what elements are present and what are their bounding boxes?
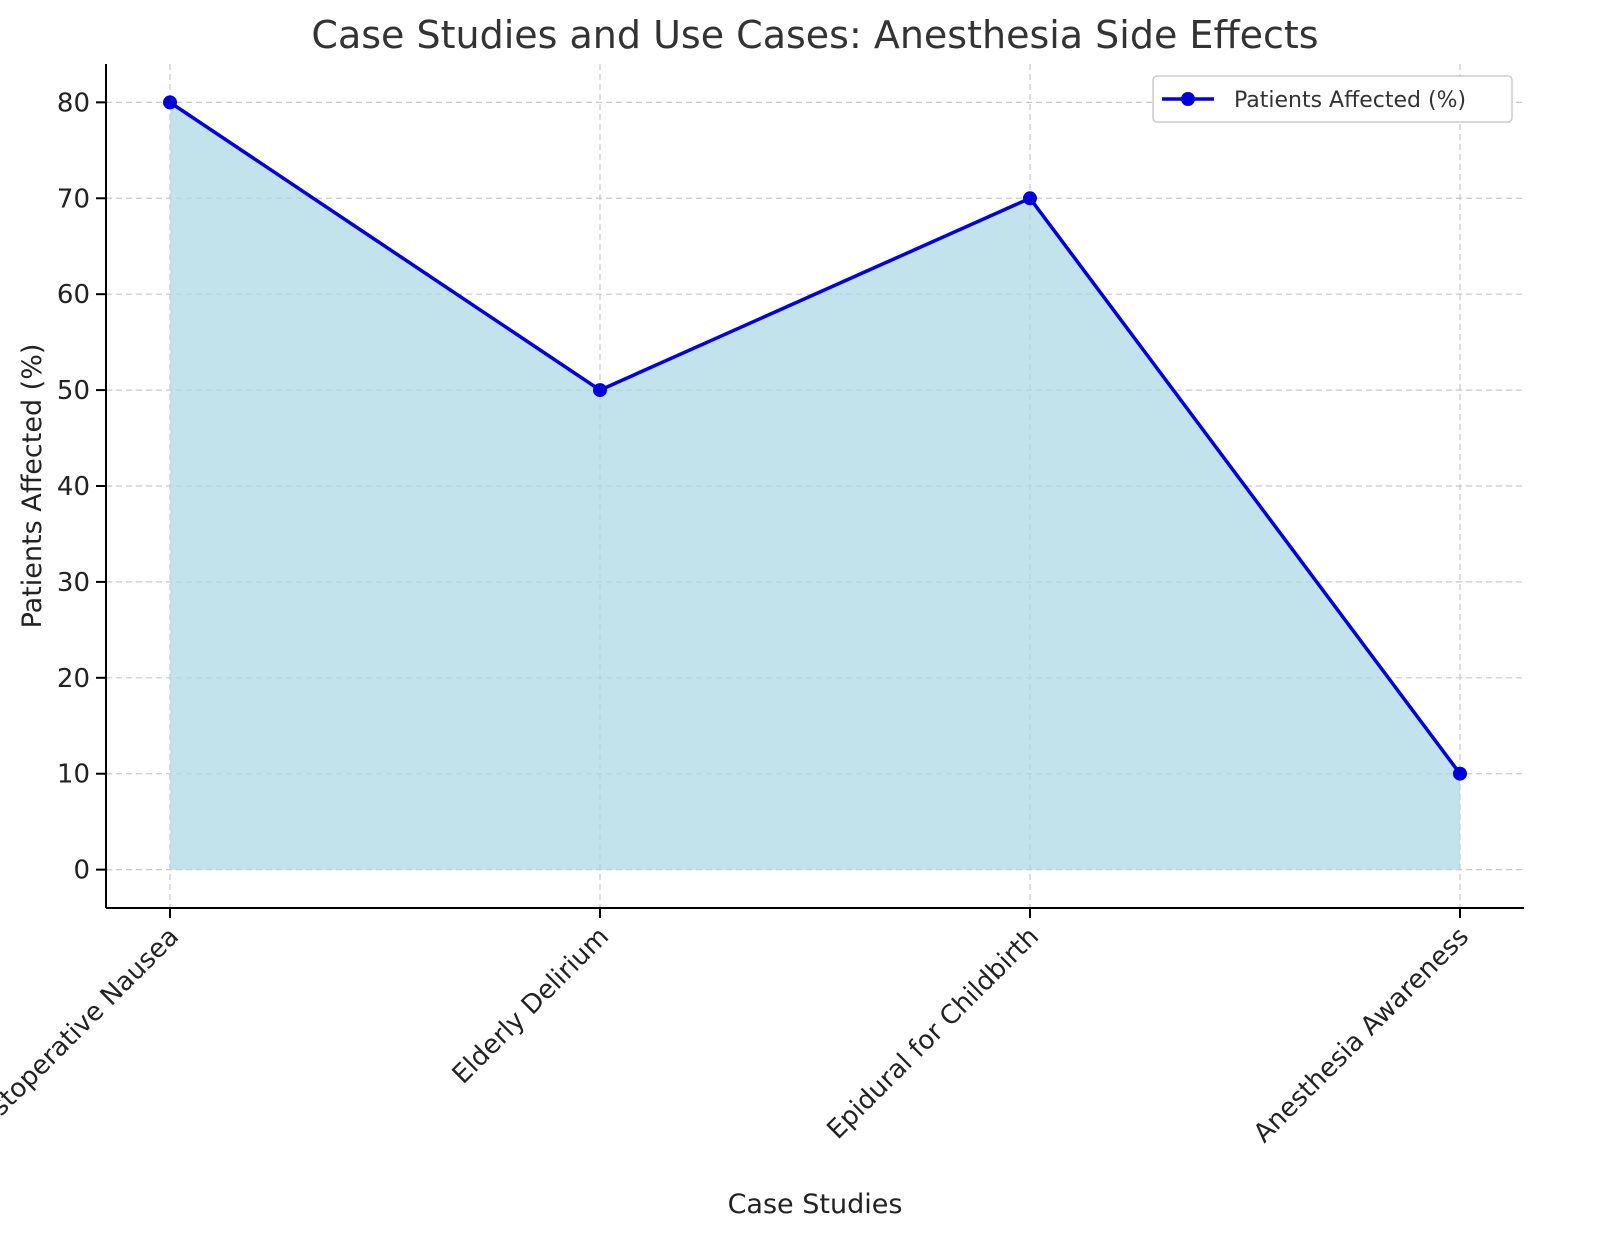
y-tick-label: 10	[57, 760, 90, 790]
y-tick-label: 80	[57, 88, 90, 118]
x-tick-label: Epidural for Childbirth	[822, 922, 1045, 1145]
y-tick-label: 60	[57, 280, 90, 310]
y-tick-label: 50	[57, 376, 90, 406]
area-layer	[170, 102, 1460, 870]
y-tick-label: 0	[73, 856, 90, 886]
x-tick-label: Elderly Delirium	[447, 922, 615, 1090]
legend-label: Patients Affected (%)	[1234, 88, 1466, 113]
legend: Patients Affected (%)	[1152, 75, 1513, 123]
y-tick-label: 30	[57, 568, 90, 598]
series-line	[169, 100, 1462, 775]
series-layer	[163, 95, 1467, 781]
x-tick-label: Anesthesia Awareness	[1248, 922, 1475, 1149]
chart-title: Case Studies and Use Cases: Anesthesia S…	[311, 13, 1318, 57]
data-point	[593, 383, 607, 398]
data-point	[163, 95, 177, 110]
series-area-fill	[170, 102, 1460, 870]
x-tick-label: Postoperative Nausea	[0, 922, 185, 1144]
y-axis-label: Patients Affected (%)	[17, 344, 48, 629]
legend-box	[1152, 75, 1513, 123]
y-tick-label: 40	[57, 472, 90, 502]
y-tick-label: 20	[57, 664, 90, 694]
y-tick-label: 70	[57, 184, 90, 214]
data-point	[1023, 191, 1037, 206]
x-axis-label: Case Studies	[728, 1189, 903, 1220]
legend-marker-icon	[1181, 92, 1195, 106]
data-point	[1453, 766, 1467, 781]
